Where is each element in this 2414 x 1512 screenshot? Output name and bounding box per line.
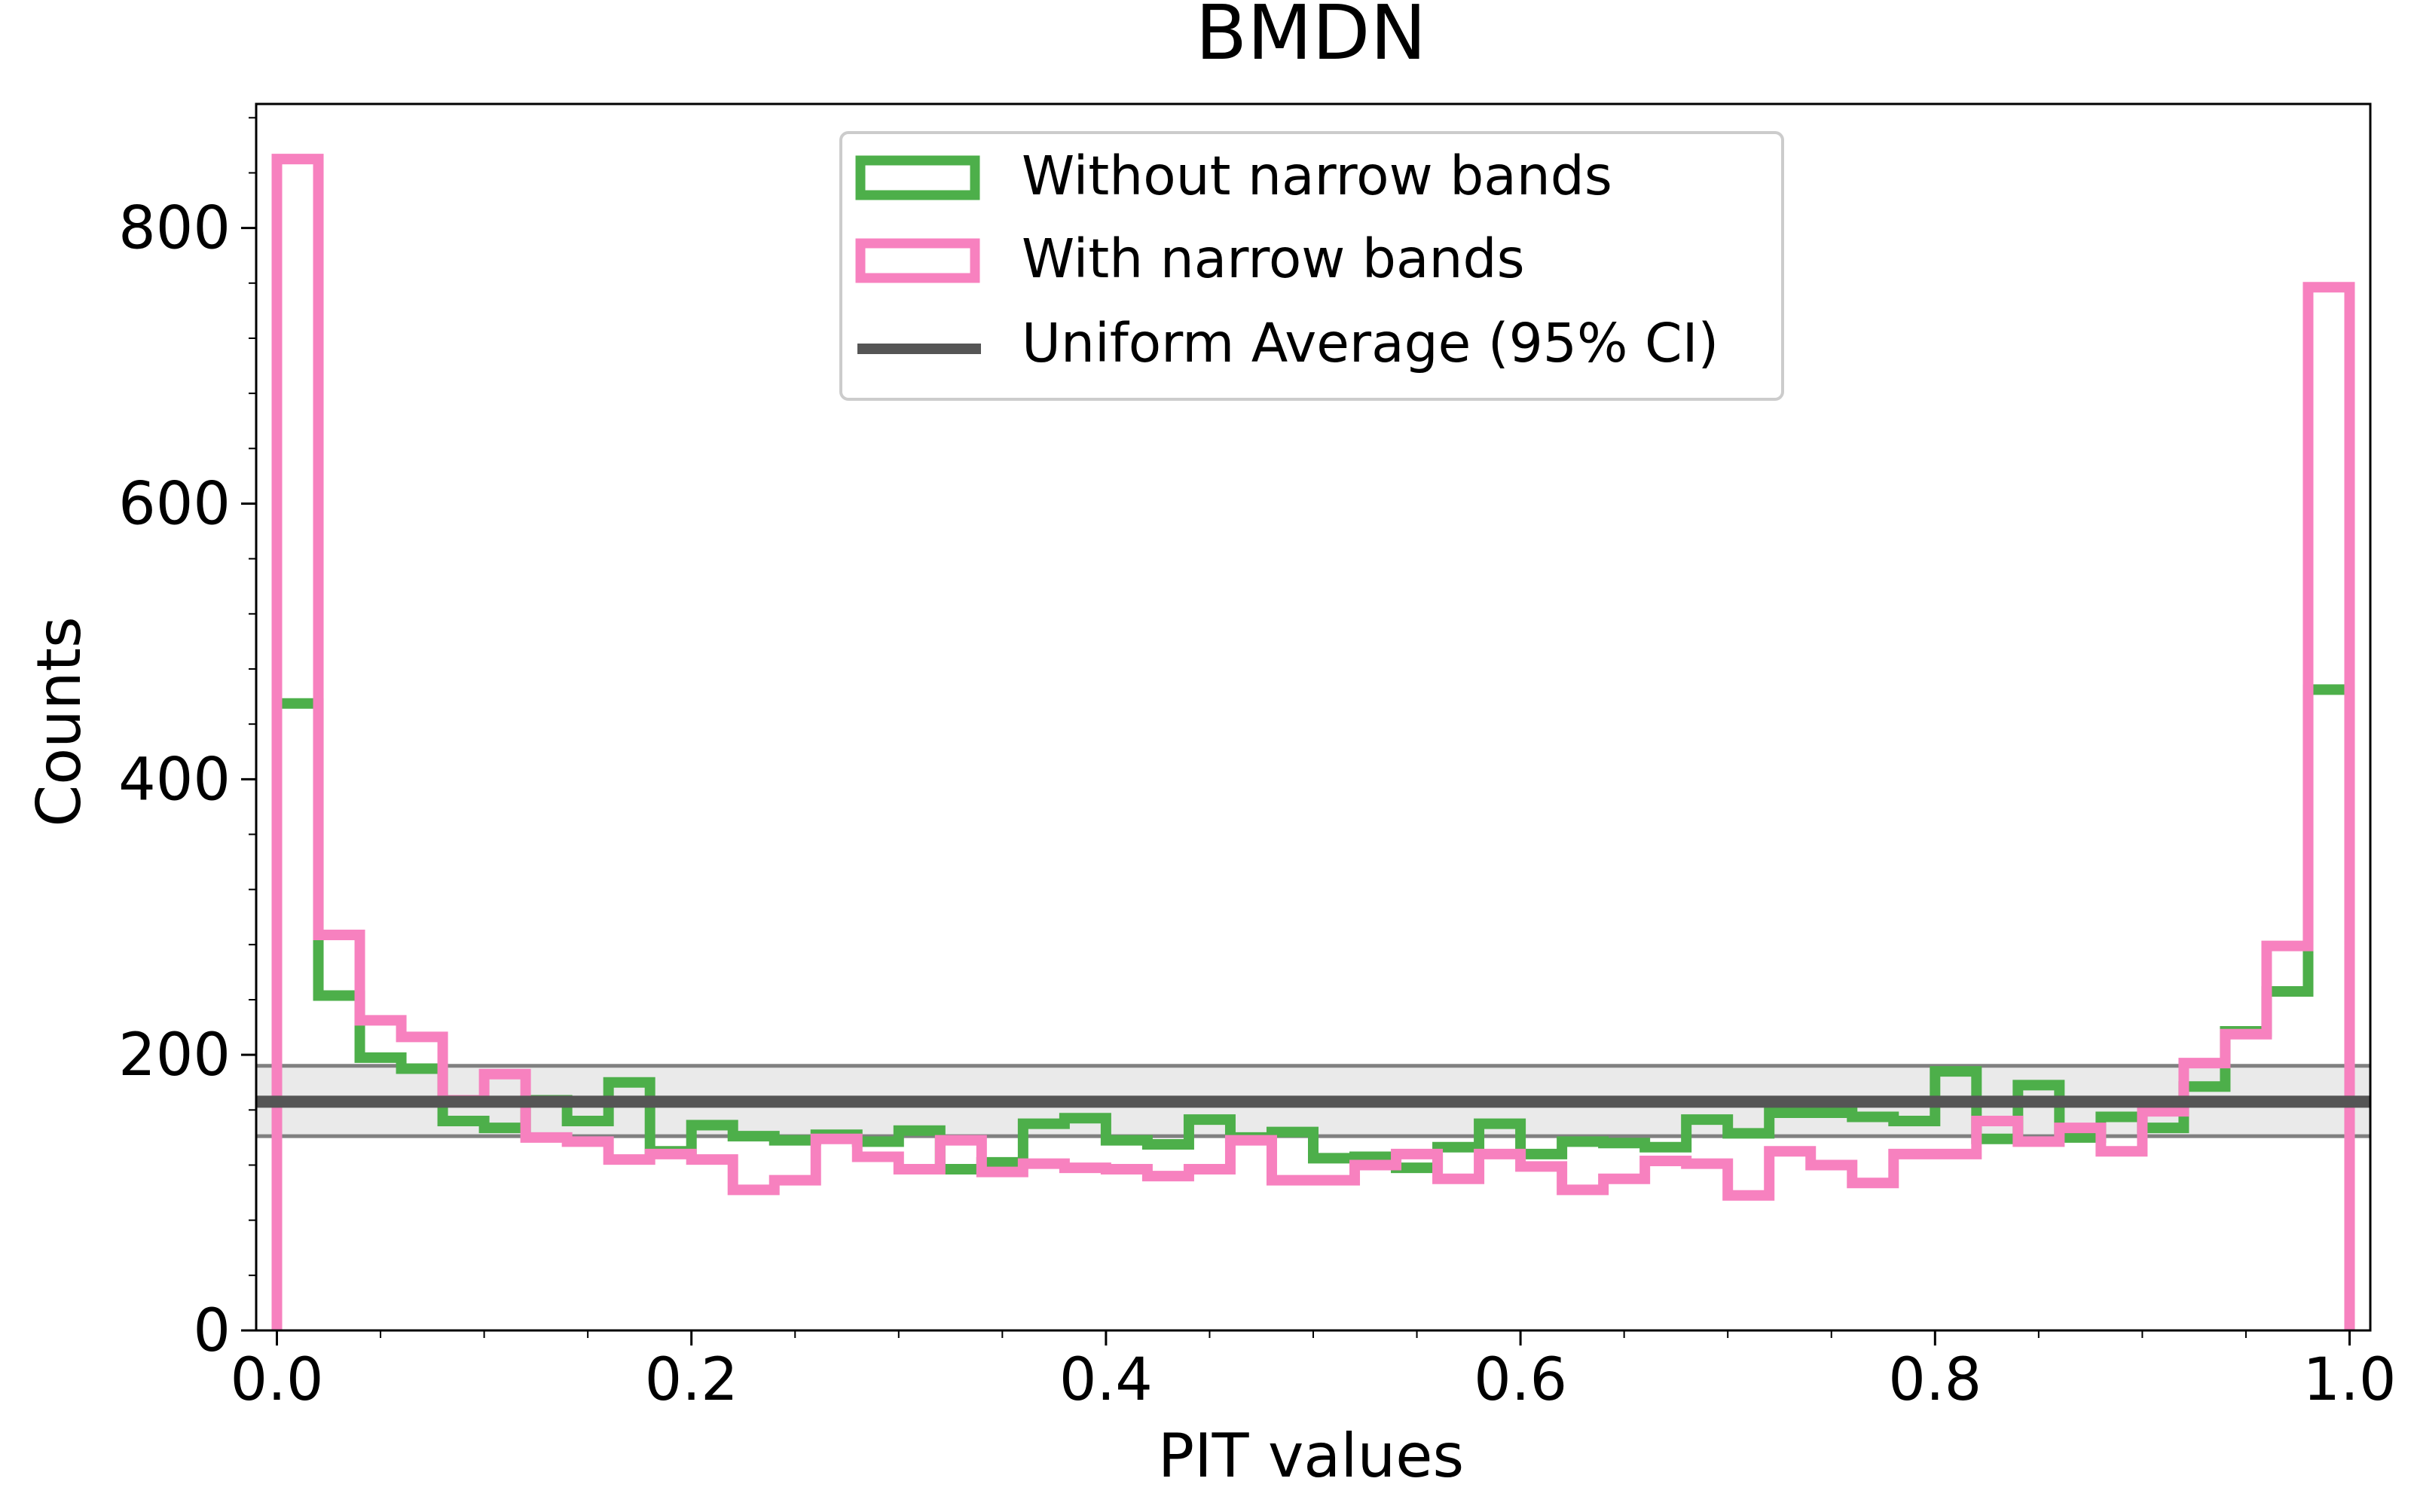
legend-label-uniform-average: Uniform Average (95% CI) [1022,312,1719,374]
y-tick-label: 400 [118,746,231,814]
chart-title: BMDN [1196,0,1427,77]
y-tick-label: 0 [193,1297,231,1365]
x-axis-label: PIT values [1158,1421,1464,1491]
y-tick-label: 600 [118,470,231,538]
legend-label-with-narrow-bands: With narrow bands [1022,228,1525,290]
legend-frame [839,131,1784,401]
x-tick-label: 0.2 [645,1346,738,1414]
legend-swatch-with-narrow-bands [855,238,980,283]
x-tick-label: 1.0 [2302,1346,2396,1414]
x-tick-label: 0.0 [230,1346,323,1414]
x-tick-label: 0.8 [1888,1346,1982,1414]
plot-area: 0.0 0.2 0.4 0.6 0.8 1.0 0 200 400 600 800 [118,102,2397,1414]
x-tick-label: 0.4 [1059,1346,1153,1414]
legend-swatch-without-narrow-bands [855,155,980,200]
y-tick-label: 200 [118,1022,231,1089]
legend: Without narrow bands With narrow bands U… [839,131,1784,401]
legend-label-without-narrow-bands: Without narrow bands [1022,145,1612,207]
histogram-series-without-narrow-bands [271,684,2355,1330]
x-tick-label: 0.6 [1474,1346,1567,1414]
y-axis-label: Counts [24,616,94,826]
histogram-series-with-narrow-bands [271,154,2355,1330]
y-tick-label: 800 [118,195,231,263]
